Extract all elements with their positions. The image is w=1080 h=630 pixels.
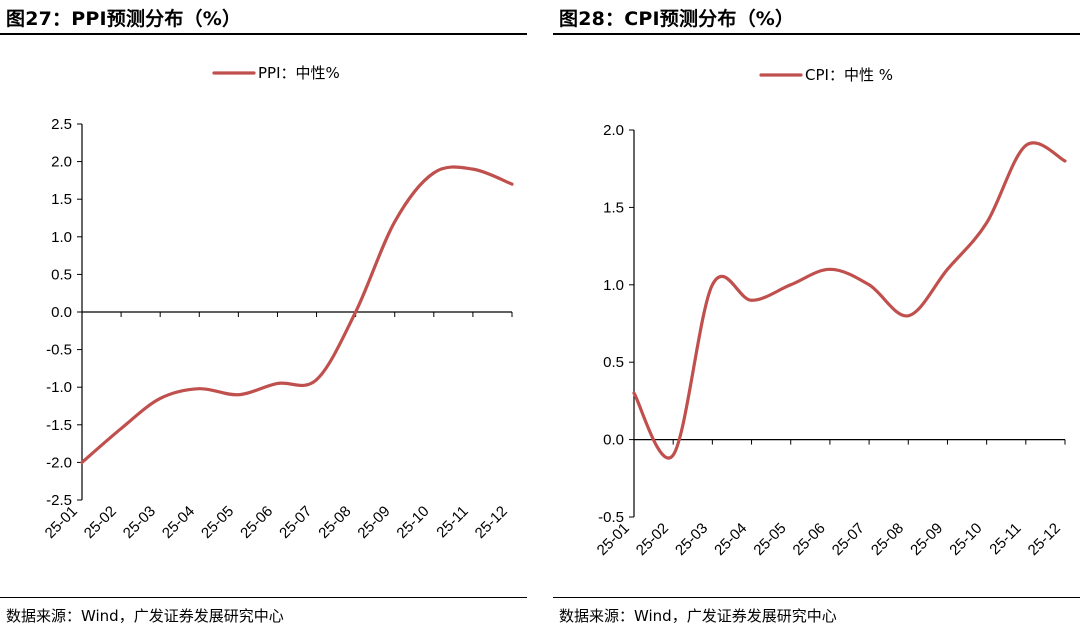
x-tick-label: 25-08 xyxy=(868,520,907,559)
x-tick-label: 25-04 xyxy=(711,520,750,559)
figure-title: 图27：PPI预测分布（%） xyxy=(6,8,242,30)
x-tick-label: 25-07 xyxy=(276,503,315,542)
x-tick-label: 25-06 xyxy=(237,503,276,542)
y-tick-label: 1.0 xyxy=(51,229,72,246)
x-tick-label: 25-08 xyxy=(315,503,354,542)
y-tick-label: 1.0 xyxy=(603,277,624,294)
y-tick-label: 1.5 xyxy=(51,191,72,208)
y-tick-label: -0.5 xyxy=(598,509,624,526)
y-tick-label: -1.0 xyxy=(46,379,72,396)
y-tick-label: 2.5 xyxy=(51,116,72,133)
y-tick-label: 0.0 xyxy=(603,432,624,449)
x-tick-label: 25-02 xyxy=(81,503,120,542)
cpi-chart: 2.01.51.00.50.0-0.525-01 25-02 25-03 25-04 2… xyxy=(594,66,1067,559)
series-line xyxy=(632,141,1067,460)
x-tick-label: 25-05 xyxy=(198,503,237,542)
x-tick-label: 25-10 xyxy=(393,503,432,542)
figure-source: 数据来源：Wind，广发证券发展研究中心 xyxy=(6,607,284,625)
figure-source: 数据来源：Wind，广发证券发展研究中心 xyxy=(559,607,837,625)
y-tick-label: -2.0 xyxy=(46,454,72,471)
ppi-chart: 2.5 2.0 1.5 1.0 0.5 0.0 -0.5 -1.0 -1.5 -2.0 -2.5 25… xyxy=(42,64,514,542)
x-tick-label: 25-07 xyxy=(829,520,868,559)
x-tick-label: 25-09 xyxy=(354,503,393,542)
series-line xyxy=(80,165,514,464)
x-tick-label: 25-12 xyxy=(472,503,511,542)
y-tick-label: 0.5 xyxy=(603,354,624,371)
legend-label: PPI：中性% xyxy=(258,64,340,82)
legend-label: CPI：中性 % xyxy=(805,66,893,84)
source-rule xyxy=(553,597,1080,598)
x-tick-label: 25-12 xyxy=(1025,520,1064,559)
x-tick-label: 25-10 xyxy=(946,520,985,559)
x-tick-label: 25-05 xyxy=(750,520,789,559)
source-rule xyxy=(0,597,527,598)
y-tick-label: 0.5 xyxy=(51,266,72,283)
y-tick-label: -1.5 xyxy=(46,417,72,434)
figure-title: 图28：CPI预测分布（%） xyxy=(559,8,795,30)
x-tick-label: 25-03 xyxy=(672,520,711,559)
y-tick-label: 0.0 xyxy=(51,304,72,321)
ppi-figure-panel: 图27：PPI预测分布（%） 2.5 2.0 1.5 1.0 0.5 0.0 -0.5 -1.… xyxy=(0,0,527,630)
title-rule xyxy=(553,33,1080,35)
x-tick-label: 25-09 xyxy=(907,520,946,559)
y-tick-label: -2.5 xyxy=(46,492,72,509)
y-tick-label: 1.5 xyxy=(603,199,624,216)
title-rule xyxy=(0,33,527,35)
x-tick-label: 25-11 xyxy=(433,503,471,541)
x-tick-label: 25-04 xyxy=(159,503,198,542)
x-tick-label: 25-02 xyxy=(633,520,672,559)
y-tick-label: 2.0 xyxy=(603,122,624,139)
x-tick-label: 25-06 xyxy=(790,520,829,559)
x-tick-label: 25-03 xyxy=(120,503,159,542)
cpi-figure-panel: 图28：CPI预测分布（%） 2.0 1.5 1.0 0.5 0.0 -0.5 25-01 2… xyxy=(553,0,1080,630)
y-tick-label: 2.0 xyxy=(51,154,72,171)
y-tick-label: -0.5 xyxy=(46,342,72,359)
x-tick-label: 25-11 xyxy=(986,520,1024,558)
